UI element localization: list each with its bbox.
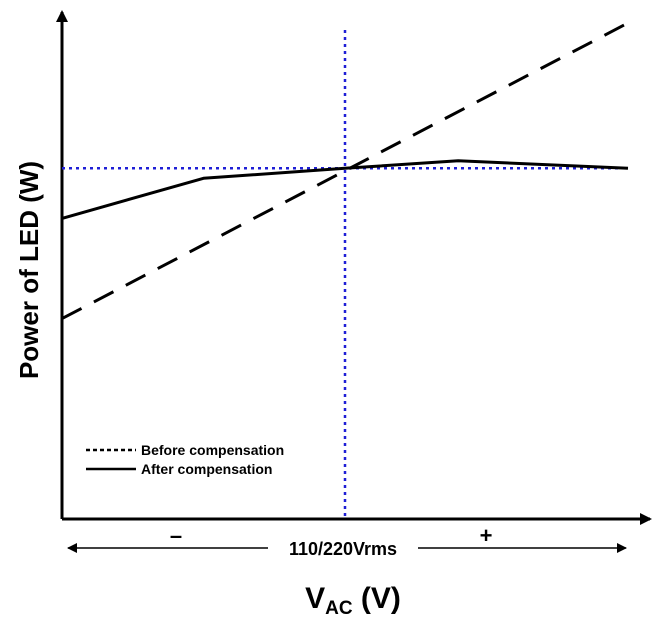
x-axis-label-subscript: AC [325, 598, 353, 619]
legend-label-before-compensation: Before compensation [141, 442, 284, 458]
x-axis-label-main: V [305, 582, 325, 615]
series-line-after-compensation [61, 159, 629, 220]
legend: Before compensation After compensation [86, 442, 284, 477]
x-axis-label-unit: (V) [353, 582, 401, 615]
minus-label: – [170, 523, 182, 548]
plus-label: + [480, 523, 493, 548]
range-label: 110/220Vrms [289, 539, 397, 559]
x-axis-label: VAC (V) [305, 582, 401, 619]
y-axis-label: Power of LED (W) [14, 161, 44, 379]
legend-label-after-compensation: After compensation [141, 461, 272, 477]
